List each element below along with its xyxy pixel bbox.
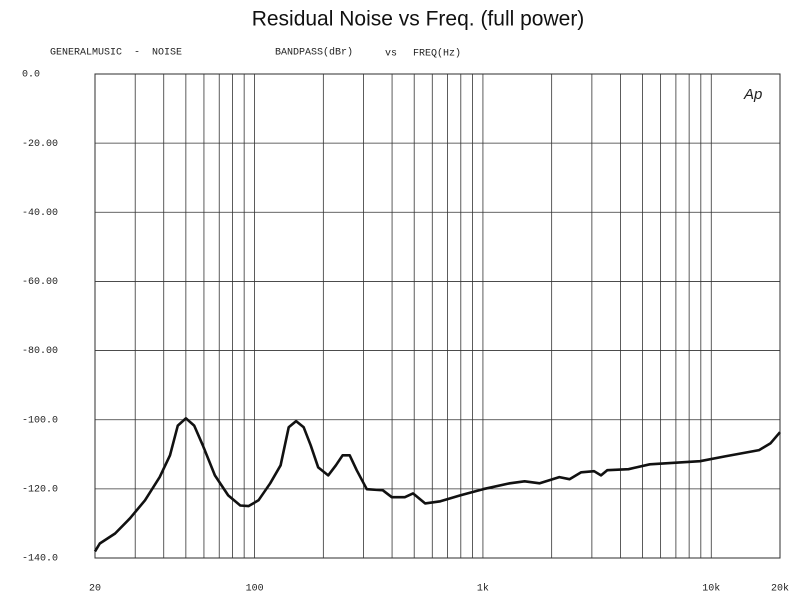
y-tick-label: -120.0 bbox=[22, 484, 58, 495]
x-tick-label: 1k bbox=[477, 583, 489, 595]
y-tick-label: -140.0 bbox=[22, 554, 58, 565]
plot-frame bbox=[94, 73, 781, 559]
y-tick-label: -20.00 bbox=[22, 139, 58, 150]
chart-title: Residual Noise vs Freq. (full power) bbox=[252, 8, 585, 31]
header-text: FREQ(Hz) bbox=[413, 48, 461, 60]
header-text: vs bbox=[385, 49, 397, 60]
y-tick-label: -60.00 bbox=[22, 277, 58, 288]
x-tick-label: 20k bbox=[771, 583, 789, 595]
y-tick-label: 0.0 bbox=[22, 70, 40, 81]
logo: Ap bbox=[743, 86, 762, 103]
y-tick-label: -80.00 bbox=[22, 346, 58, 357]
y-tick-label: -40.00 bbox=[22, 208, 58, 219]
x-tick-label: 20 bbox=[89, 584, 101, 595]
header-text: BANDPASS(dBr) bbox=[275, 47, 353, 59]
x-tick-label: 10k bbox=[702, 583, 720, 595]
y-tick-label: -100.0 bbox=[22, 415, 58, 426]
x-tick-label: 100 bbox=[246, 584, 264, 595]
data-line bbox=[93, 417, 781, 553]
header-text: GENERALMUSIC - NOISE bbox=[50, 48, 182, 59]
